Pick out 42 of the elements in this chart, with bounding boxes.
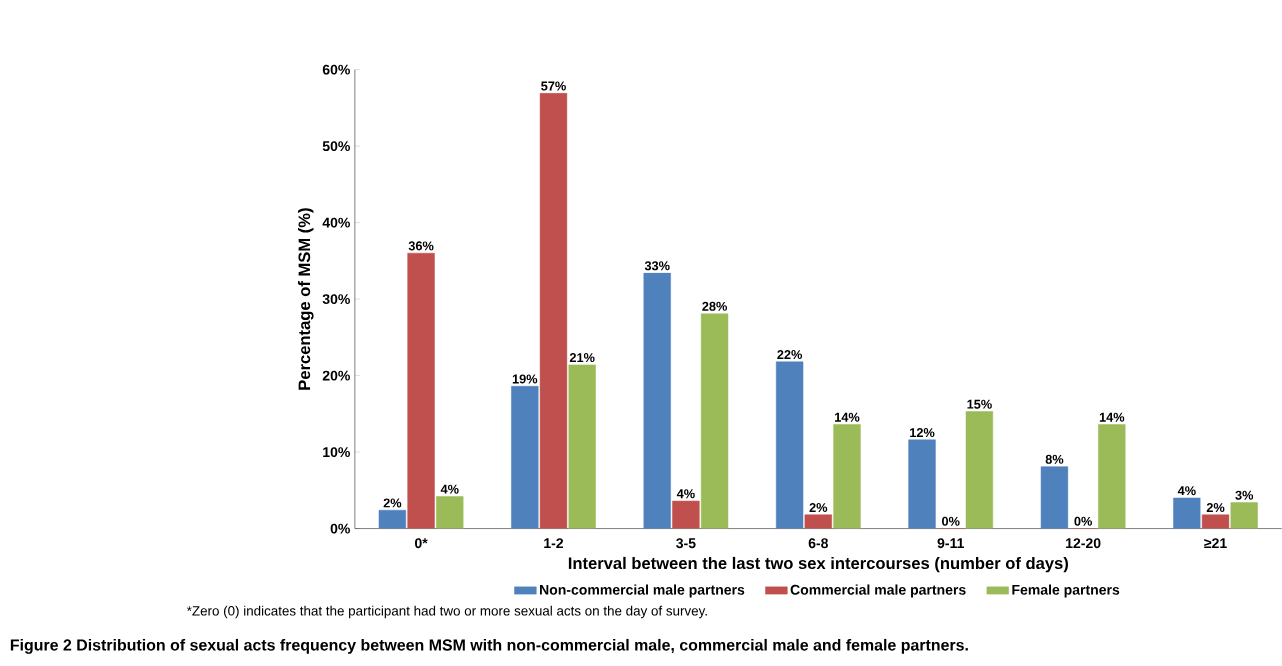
data-label: 57% [541,81,566,91]
y-tick-label: 10% [323,447,350,458]
data-label: 28% [702,302,727,312]
data-label: 4% [1177,486,1196,496]
data-label: 33% [644,261,670,271]
data-label: 14% [1099,413,1125,422]
data-label: 0% [942,517,960,527]
x-tick-label: 6-8 [808,538,828,549]
legend-label: Non-commercial male partners [540,584,745,598]
x-tick-label: ≥21 [1204,538,1227,549]
data-label: 19% [512,374,538,384]
data-label: 21% [569,353,595,363]
data-label: 3% [1235,490,1254,501]
data-label: 22% [777,350,803,360]
data-label: 36% [408,241,434,251]
x-tick-label: 9-11 [937,538,964,549]
data-label: 4% [676,489,695,499]
y-tick-label: 0% [330,523,350,534]
x-tick-label: 3-5 [676,538,696,549]
y-tick-label: 40% [322,217,350,228]
x-tick-label: 1-2 [544,538,564,549]
legend-label: Commercial male partners [790,584,966,598]
y-tick-label: 20% [322,370,350,381]
data-label: 14% [835,413,860,422]
legend-label: Female partners [1012,584,1120,598]
data-label: 8% [1045,455,1064,465]
y-tick-label: 60% [322,64,350,75]
x-tick-label: 12-20 [1066,538,1101,549]
text: *Zero (0) indicates that the participant had two or more sexual acts on the day of survey. [186,605,707,619]
data-label: 4% [440,484,459,494]
data-label: 2% [383,498,402,508]
y-axis-title: Percentage of MSM (%) [298,208,314,390]
y-tick-label: 50% [322,141,350,152]
x-tick-label: 0* [415,538,428,549]
data-label: 15% [967,399,992,409]
caption: Figure 2 Distribution of sexual acts frequency between MSM with non-commercial male, commercial male and female partners. [10,639,968,655]
data-label: 12% [910,428,935,438]
data-label: 0% [1074,517,1092,527]
data-label: 2% [809,503,828,513]
y-tick-label: 30% [322,294,350,305]
x-axis-title: Interval between the last two sex intercourses (number of days) [568,557,1068,573]
data-label: 2% [1206,503,1225,513]
